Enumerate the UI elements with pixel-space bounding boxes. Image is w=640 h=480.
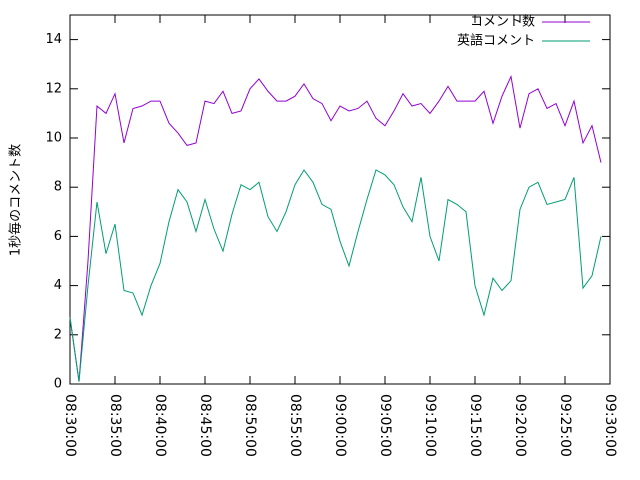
y-axis-label: 1秒毎のコメント数	[8, 144, 24, 256]
x-tick-label: 09:10:00	[422, 394, 438, 457]
y-tick-label: 2	[54, 327, 62, 342]
y-tick-label: 0	[54, 377, 62, 392]
x-tick-label: 08:40:00	[152, 394, 168, 457]
data-line	[69, 169, 602, 382]
plot-border	[69, 14, 611, 385]
x-tick-label: 08:50:00	[242, 394, 258, 457]
y-tick-label: 14	[45, 32, 62, 47]
y-tick-label: 12	[45, 81, 62, 96]
x-tick-label: 09:20:00	[512, 394, 528, 457]
x-tick-label: 08:30:00	[62, 394, 78, 457]
y-tick-label: 10	[45, 131, 62, 146]
x-tick-label: 08:45:00	[197, 394, 213, 457]
x-tick-label: 09:00:00	[332, 394, 348, 457]
x-tick-label: 08:35:00	[107, 394, 123, 457]
x-tick-label: 09:15:00	[467, 394, 483, 457]
y-tick-label: 8	[54, 180, 62, 195]
x-tick-label: 08:55:00	[287, 394, 303, 457]
y-tick-label: 6	[54, 229, 62, 244]
x-tick-label: 09:30:00	[602, 394, 618, 457]
x-tick-label: 09:25:00	[557, 394, 573, 457]
data-line	[69, 74, 602, 382]
legend-label: 英語コメント	[457, 33, 535, 49]
x-tick-label: 09:05:00	[377, 394, 393, 457]
y-tick-label: 4	[54, 278, 62, 293]
legend-label: コメント数	[470, 15, 535, 30]
